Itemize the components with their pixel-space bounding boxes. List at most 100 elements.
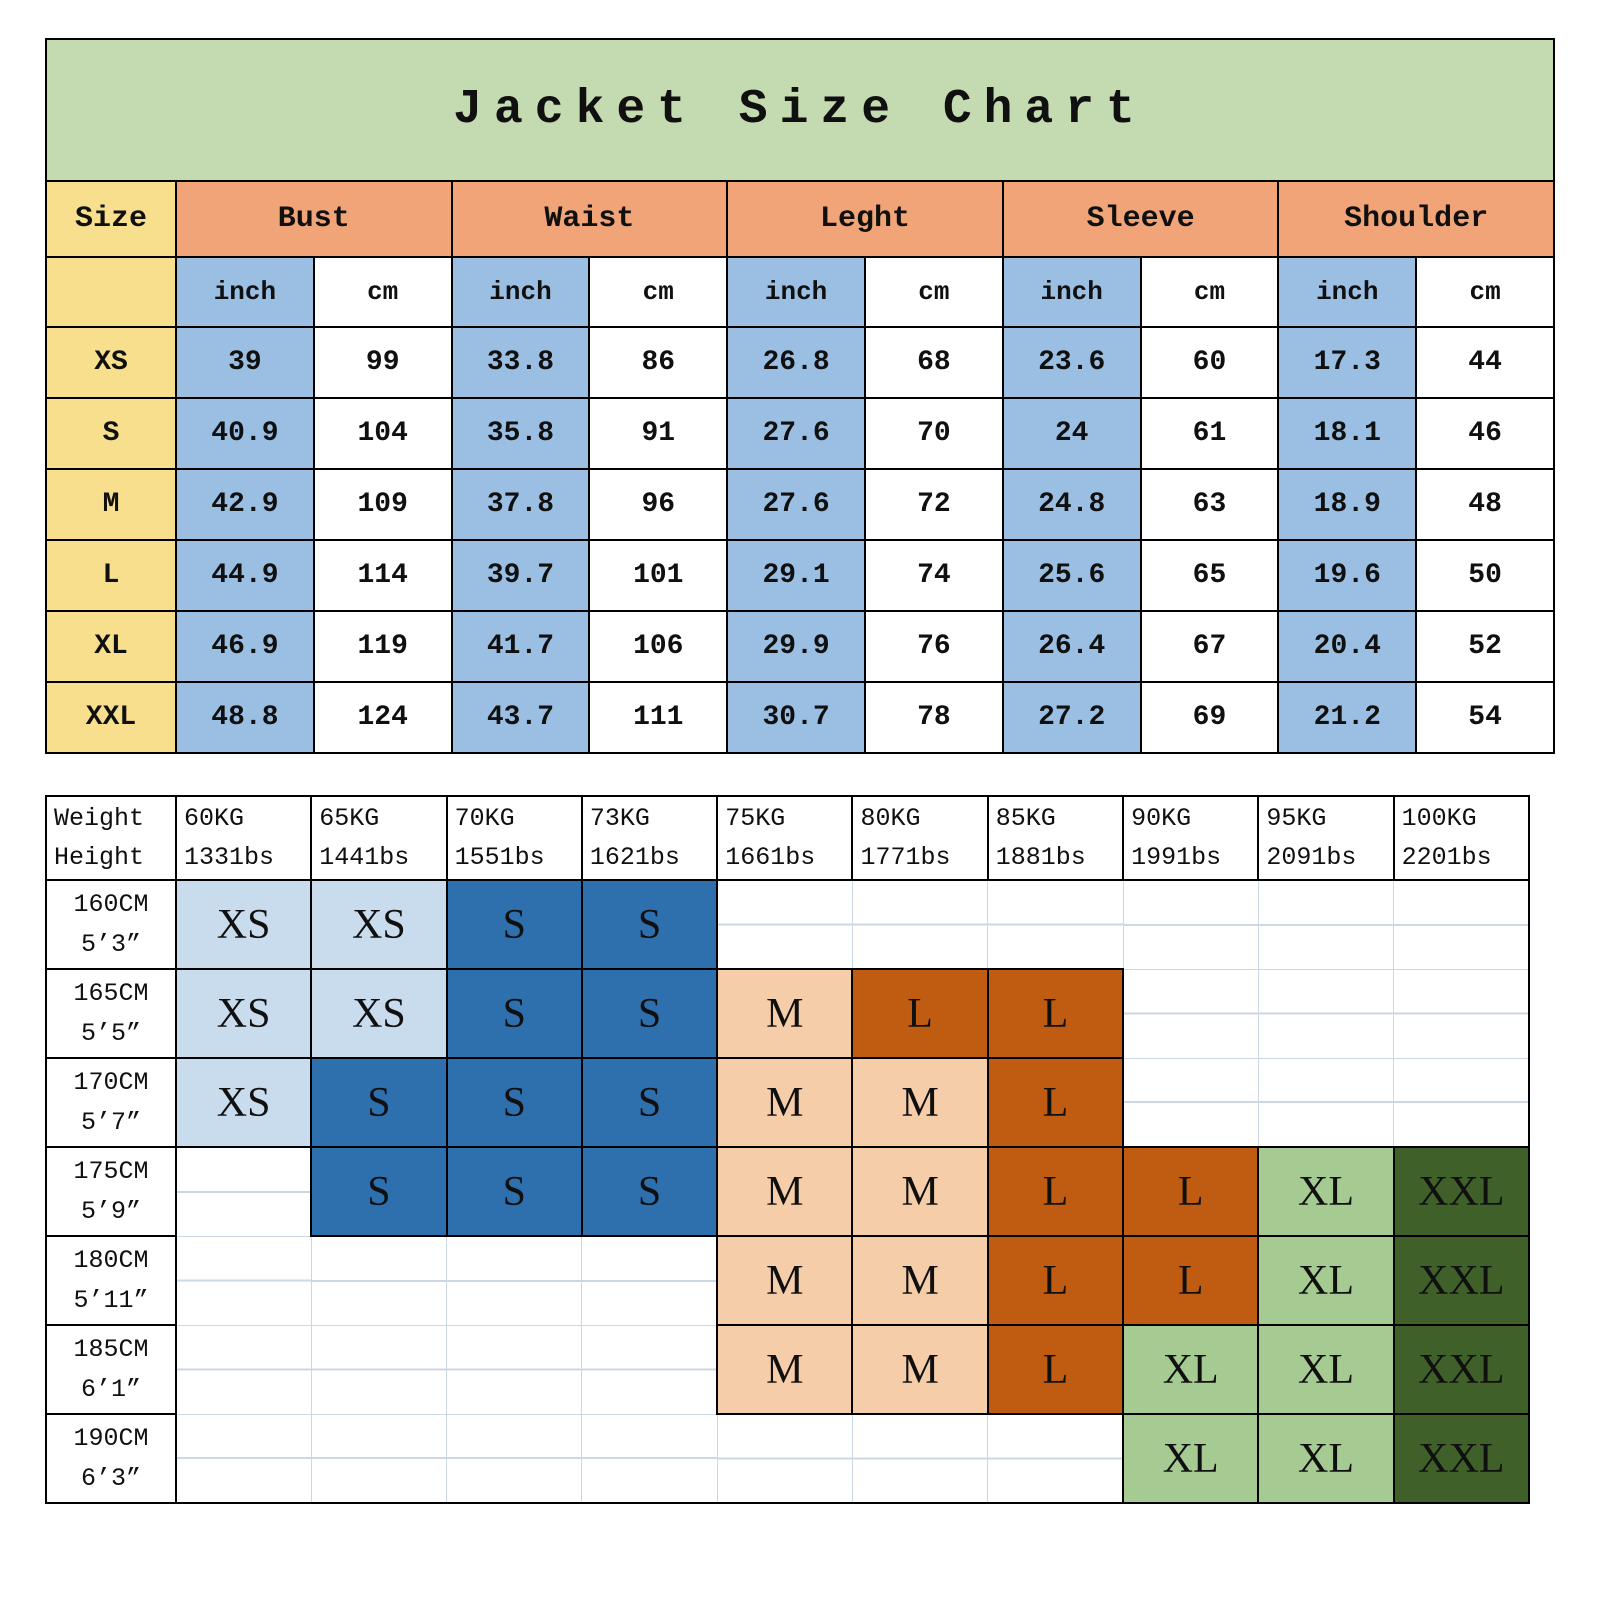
measurement-value: 17.3 [1277,326,1418,399]
fit-size-cell [581,1324,718,1415]
size-label: XS [45,326,177,399]
measurement-value: 114 [312,539,453,612]
height-weight-fit-table: Weight Height 60KG 1331bs 65KG 1441bs 70… [45,795,1531,1504]
height-cm: 190CM [73,1423,149,1453]
fit-size-cell: L [986,1324,1125,1415]
fit-size-cell [1257,879,1395,970]
measurement-value: 39 [175,326,315,399]
measurement-value: 21.2 [1277,681,1418,754]
fit-size-cell: S [445,968,583,1059]
height-cm: 165CM [73,978,149,1008]
column-header-bust: Bust [175,180,453,258]
measurement-value: 46.9 [175,610,315,683]
weight-kg: 100KG [1401,804,1477,833]
weight-lbs: 1441bs [319,843,410,872]
weight-lbs: 1551bs [454,843,545,872]
height-ft: 5’9” [80,1196,141,1226]
weight-kg: 75KG [725,804,786,833]
height-ft: 6’1” [80,1374,141,1404]
fit-size-cell: XS [174,879,313,970]
measurement-value: 43.7 [450,681,591,754]
height-cm: 180CM [73,1245,149,1275]
weight-lbs: 1771bs [860,843,951,872]
measurement-value: 46 [1415,397,1555,470]
measurement-value: 101 [588,539,729,612]
measurement-value: 23.6 [1001,326,1142,399]
weight-column-header: 70KG 1551bs [445,795,583,881]
weight-lbs: 2201bs [1401,843,1492,872]
measurement-value: 54 [1415,681,1555,754]
weight-column-header: 80KG 1771bs [851,795,989,881]
weight-kg: 65KG [319,804,380,833]
fit-size-cell [851,879,989,970]
measurement-value: 76 [863,610,1004,683]
table-row: 180CM 5’11” M M L L XL XXL [45,1235,1531,1326]
weight-column-header: 75KG 1661bs [716,795,854,881]
measurement-value: 41.7 [450,610,591,683]
fit-size-cell: S [580,968,719,1059]
measurement-value: 60 [1139,326,1280,399]
measurement-value: 24.8 [1001,468,1142,541]
size-label: L [45,539,177,612]
measurement-value: 119 [312,610,453,683]
fit-size-cell [716,879,853,970]
fit-size-cell: XL [1257,1413,1395,1504]
fit-size-cell [987,879,1124,970]
measurement-value: 50 [1415,539,1555,612]
fit-size-cell: S [445,879,583,970]
weight-height-corner: Weight Height [45,795,177,881]
measurement-value: 24 [1001,397,1142,470]
fit-size-cell: S [310,1057,448,1148]
table-row: 190CM 6’3” XL XL XXL [45,1413,1531,1504]
measurement-value: 18.1 [1277,397,1418,470]
fit-size-cell: M [716,1235,854,1326]
weight-column-header: 85KG 1881bs [986,795,1125,881]
size-label: XXL [45,681,177,754]
fit-size-cell [1393,1057,1530,1148]
table-row: L 44.9 114 39.7 101 29.1 74 25.6 65 19.6… [45,539,1555,612]
fit-size-cell: XS [310,968,448,1059]
unit-header-inch: inch [175,256,315,328]
height-row-label: 160CM 5’3” [45,879,177,970]
fit-size-cell: XL [1257,1146,1395,1237]
measurement-value: 18.9 [1277,468,1418,541]
fit-size-cell: S [445,1146,583,1237]
fit-size-cell: M [716,1146,854,1237]
fit-size-cell: M [851,1324,989,1415]
fit-size-cell: L [986,968,1125,1059]
fit-size-cell: M [716,1057,854,1148]
height-ft: 5’11” [73,1285,149,1315]
fit-size-cell: XL [1257,1324,1395,1415]
measurement-value: 35.8 [450,397,591,470]
fit-size-cell: XXL [1392,1324,1531,1415]
measurement-value: 39.7 [450,539,591,612]
weight-kg: 90KG [1131,804,1192,833]
measurement-value: 29.9 [726,610,866,683]
height-row-label: 165CM 5’5” [45,968,177,1059]
corner-height-label: Height [54,843,145,872]
column-header-leght: Leght [726,180,1004,258]
fit-size-cell: M [851,1057,989,1148]
measurement-value: 29.1 [726,539,866,612]
fit-size-cell [1122,1057,1259,1148]
fit-size-cell [175,1413,312,1504]
measurement-value: 86 [588,326,729,399]
measurement-value: 52 [1415,610,1555,683]
fit-size-cell: XL [1257,1235,1395,1326]
fit-size-cell [310,1324,448,1415]
chart-title: Jacket Size Chart [45,38,1555,182]
fit-size-cell: S [580,1057,719,1148]
fit-size-cell [1122,879,1259,970]
fit-size-cell [446,1235,583,1326]
table-row: Jacket Size Chart [45,38,1555,182]
weight-column-header: 73KG 1621bs [580,795,719,881]
fit-size-cell: XXL [1392,1413,1531,1504]
weight-kg: 80KG [860,804,921,833]
fit-size-cell: S [310,1146,448,1237]
measurement-value: 96 [588,468,729,541]
fit-size-cell: L [1122,1235,1260,1326]
measurement-value: 63 [1139,468,1280,541]
table-row: XS 39 99 33.8 86 26.8 68 23.6 60 17.3 44 [45,326,1555,399]
measurement-value: 48 [1415,468,1555,541]
measurement-value: 19.6 [1277,539,1418,612]
